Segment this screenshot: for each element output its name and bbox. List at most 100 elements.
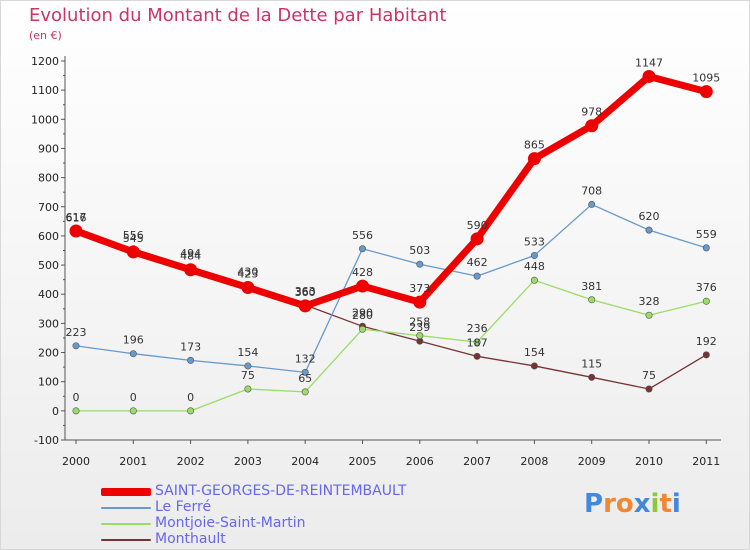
legend-label: SAINT-GEORGES-DE-REINTEMBAULT	[155, 483, 407, 499]
data-point	[298, 299, 312, 313]
data-point	[473, 352, 481, 360]
data-point	[530, 362, 538, 370]
x-tick-label: 2011	[692, 455, 720, 468]
series-line	[72, 72, 710, 310]
logo-letter: r	[603, 489, 616, 519]
data-label: 616	[66, 211, 87, 224]
y-tick-label: 300	[38, 317, 59, 330]
data-point	[416, 260, 424, 268]
logo-letter: i	[650, 489, 660, 519]
data-label: 556	[352, 229, 373, 242]
data-point	[244, 362, 252, 370]
legend-swatch	[101, 488, 151, 496]
chart-subtitle: (en €)	[29, 29, 62, 42]
x-tick-label: 2003	[234, 455, 262, 468]
logo-letter: x	[633, 489, 651, 519]
data-point	[129, 350, 137, 358]
data-label: 503	[409, 244, 430, 257]
y-tick-label: 1200	[31, 55, 59, 68]
data-label: 423	[237, 268, 258, 281]
y-tick-label: 1100	[31, 84, 59, 97]
data-point	[473, 272, 481, 280]
legend-swatch	[101, 539, 151, 541]
data-label: 154	[237, 346, 258, 359]
data-point	[416, 332, 424, 340]
data-point	[645, 226, 653, 234]
x-tick-label: 2010	[635, 455, 663, 468]
data-label: 381	[581, 280, 602, 293]
data-point	[473, 338, 481, 346]
series-line	[75, 203, 707, 374]
y-tick-label: 700	[38, 201, 59, 214]
data-point	[645, 385, 653, 393]
logo-letter: P	[584, 489, 604, 519]
y-tick-label: 600	[38, 230, 59, 243]
data-label: 484	[180, 250, 201, 263]
data-label: 192	[696, 335, 717, 348]
data-label: 0	[130, 391, 137, 404]
y-tick-label: 400	[38, 288, 59, 301]
legend-item: Monthault	[101, 531, 441, 548]
y-tick-label: -100	[34, 434, 59, 447]
legend-item: Le Ferré	[101, 499, 441, 516]
data-label: 236	[467, 322, 488, 335]
data-label: 1095	[692, 72, 720, 85]
series-line	[75, 279, 707, 412]
data-label: 865	[524, 139, 545, 152]
data-label: 328	[639, 295, 660, 308]
data-point	[187, 407, 195, 415]
data-label: 617	[66, 211, 87, 224]
series-line	[75, 230, 707, 390]
data-point	[588, 200, 596, 208]
data-point	[645, 311, 653, 319]
legend-swatch	[101, 523, 151, 525]
data-label: 173	[180, 340, 201, 353]
legend-label: Monthault	[155, 531, 226, 547]
data-point	[702, 351, 710, 359]
legend-label: Le Ferré	[155, 499, 212, 515]
data-point	[301, 368, 309, 376]
data-point	[72, 342, 80, 350]
data-point	[530, 251, 538, 259]
data-label: 239	[409, 321, 430, 334]
legend-label: Montjoie-Saint-Martin	[155, 515, 306, 531]
data-point	[187, 356, 195, 364]
data-label: 1147	[635, 56, 663, 69]
x-tick-label: 2006	[406, 455, 434, 468]
y-tick-label: 500	[38, 259, 59, 272]
x-tick-label: 2002	[177, 455, 205, 468]
proxiti-logo: Proxiti	[584, 489, 681, 519]
data-point	[702, 297, 710, 305]
data-point	[530, 276, 538, 284]
data-point	[241, 281, 255, 295]
data-point	[413, 295, 427, 309]
legend-item: SAINT-GEORGES-DE-REINTEMBAULT	[101, 483, 441, 500]
data-label: 0	[73, 391, 80, 404]
data-label: 0	[187, 391, 194, 404]
data-point	[356, 279, 369, 293]
data-label: 428	[352, 266, 373, 279]
data-point	[470, 232, 484, 246]
data-label: 533	[524, 235, 545, 248]
data-label: 363	[295, 285, 316, 298]
data-label: 75	[642, 369, 656, 382]
data-label: 978	[581, 106, 602, 119]
x-tick-label: 2001	[119, 455, 147, 468]
logo-letter: i	[671, 489, 681, 519]
data-label: 462	[467, 256, 488, 269]
data-point	[72, 407, 80, 415]
data-point	[358, 245, 366, 253]
y-tick-label: 0	[52, 405, 59, 418]
x-tick-label: 2008	[520, 455, 548, 468]
data-label: 708	[581, 184, 602, 197]
x-tick-label: 2007	[463, 455, 491, 468]
data-point	[126, 245, 140, 259]
data-label: 154	[524, 346, 545, 359]
logo-letter: t	[659, 489, 672, 519]
data-point	[702, 244, 710, 252]
data-label: 494	[180, 247, 201, 260]
chart-title: Evolution du Montant de la Dette par Hab…	[29, 5, 447, 26]
data-label: 556	[123, 229, 144, 242]
